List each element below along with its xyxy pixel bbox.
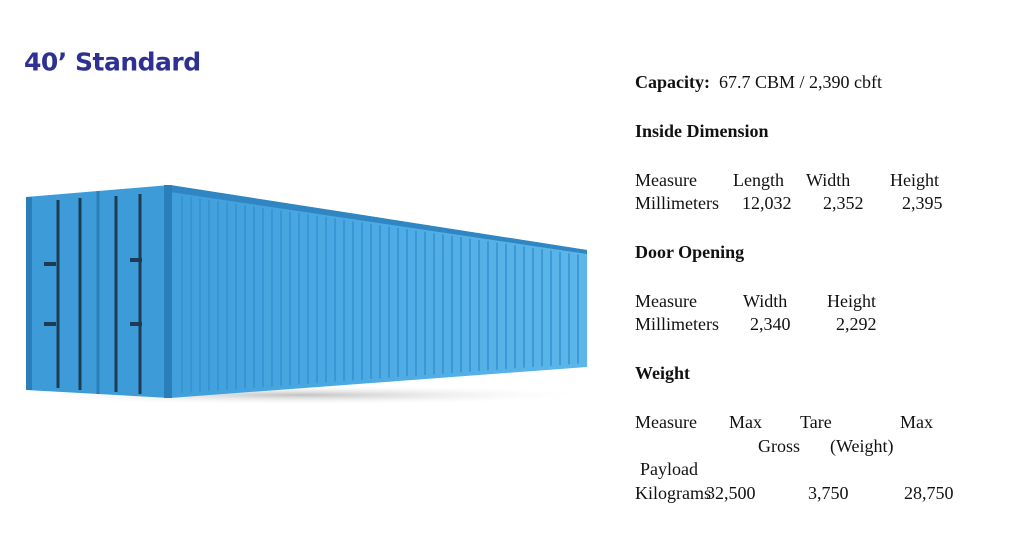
capacity-value: 67.7 CBM / 2,390 cbft (719, 72, 883, 92)
section-title: Inside Dimension (635, 121, 769, 141)
table-cell: Millimeters (635, 193, 719, 213)
table-header: Max (729, 412, 762, 432)
table-cell: 2,340 (750, 314, 791, 334)
table-cell: 32,500 (706, 483, 756, 503)
title: 40’ Standard (24, 47, 201, 77)
table-header: Length (733, 170, 784, 190)
table-header: (Weight) (830, 436, 894, 456)
table-header: Measure (635, 291, 697, 311)
table-cell: Kilograms (635, 483, 711, 503)
table-cell: 3,750 (808, 483, 849, 503)
table-header: Measure (635, 170, 697, 190)
section-title: Weight (635, 363, 691, 383)
table-header: Payload (640, 459, 698, 479)
table-header: Gross (758, 436, 801, 456)
table-header: Measure (635, 412, 697, 432)
table-header: Width (806, 170, 851, 190)
capacity-label: Capacity: (635, 72, 710, 92)
container-image (0, 185, 600, 405)
table-header: Max (900, 412, 933, 432)
table-cell: 28,750 (904, 483, 954, 503)
section-title: Door Opening (635, 242, 745, 262)
table-cell: 12,032 (742, 193, 792, 213)
table-cell: 2,395 (902, 193, 943, 213)
table-header: Height (890, 170, 939, 190)
table-header: Width (743, 291, 788, 311)
table-header: Height (827, 291, 876, 311)
table-cell: 2,352 (823, 193, 864, 213)
table-cell: Millimeters (635, 314, 719, 334)
table-cell: 2,292 (836, 314, 877, 334)
table-header: Tare (800, 412, 832, 432)
